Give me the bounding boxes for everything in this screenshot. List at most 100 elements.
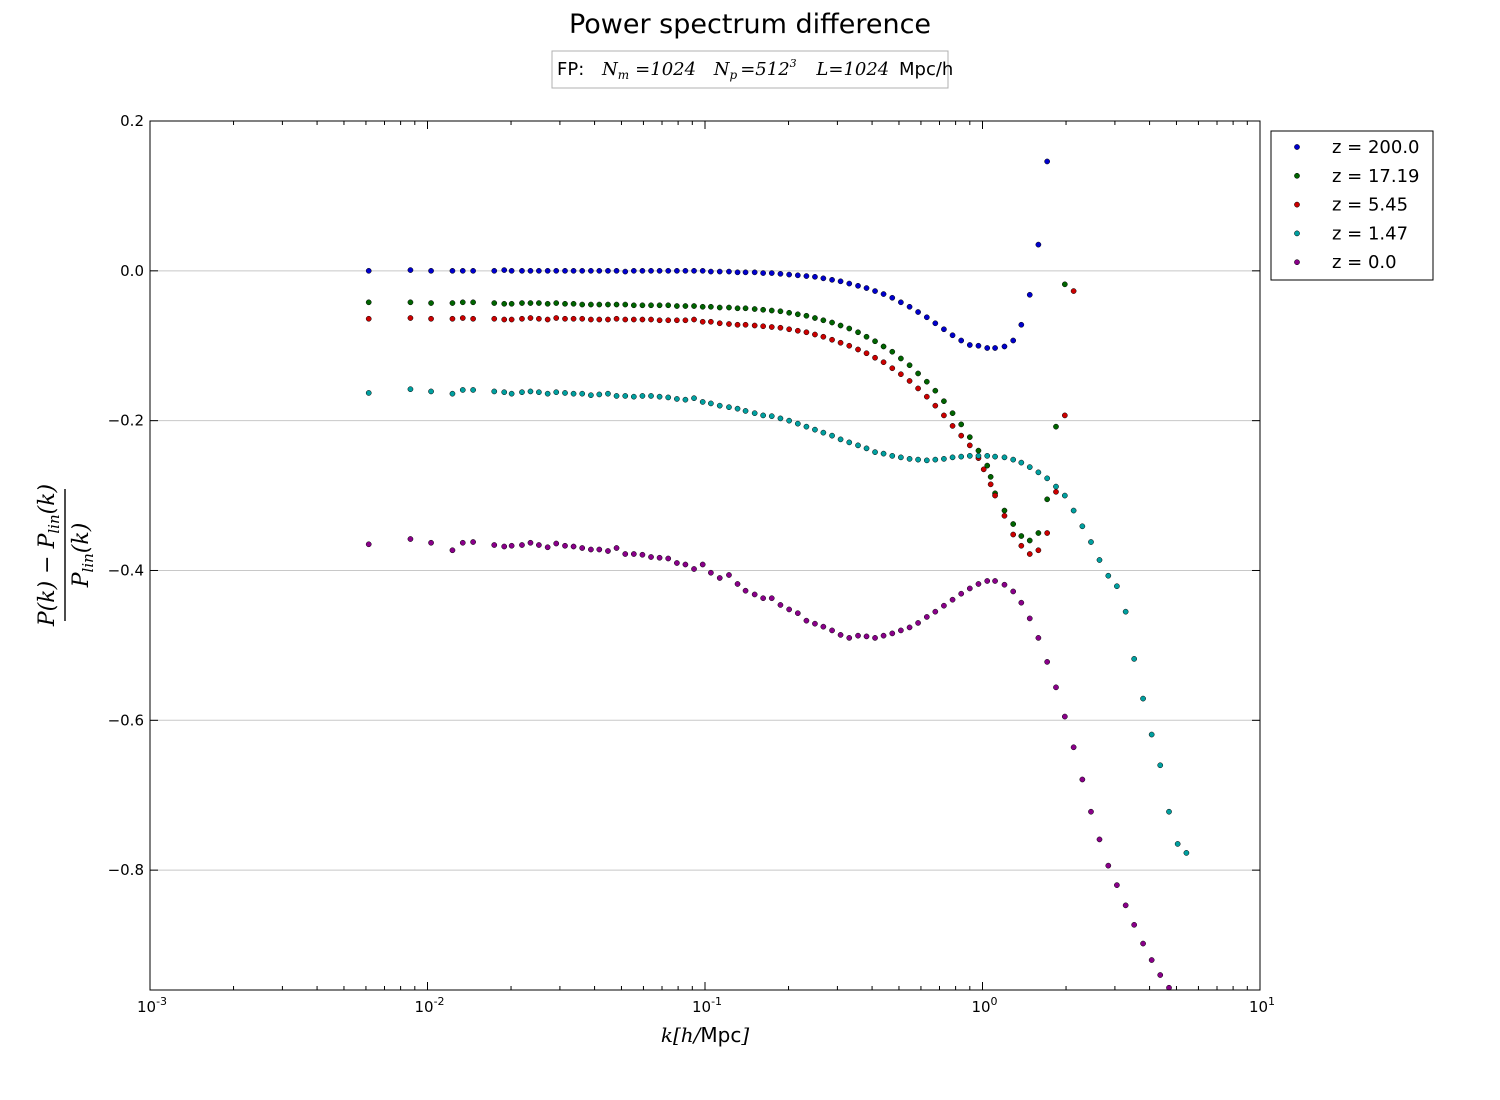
data-point: [846, 439, 853, 446]
data-point: [491, 300, 498, 306]
data-point: [365, 299, 372, 306]
data-point: [639, 302, 646, 309]
data-point: [1070, 744, 1077, 751]
data-point: [1148, 731, 1155, 738]
data-point: [553, 267, 560, 274]
data-point: [923, 457, 930, 464]
data-point: [1061, 492, 1068, 499]
data-point: [726, 404, 732, 411]
data-point: [519, 267, 525, 274]
data-point: [812, 273, 818, 280]
data-point: [682, 267, 689, 274]
data-point: [1010, 521, 1017, 527]
x-tick-labels: 10-3 10-2 10-1 100 101: [137, 995, 1275, 1016]
data-point: [1026, 537, 1033, 544]
data-point: [682, 317, 689, 324]
data-point: [829, 319, 835, 326]
data-point: [544, 267, 551, 274]
data-point: [656, 317, 663, 324]
data-point: [786, 309, 792, 316]
data-point: [1035, 547, 1042, 554]
data-point: [794, 420, 801, 427]
data-point: [915, 370, 921, 377]
x-tick-label: 100: [971, 995, 997, 1016]
data-point: [605, 301, 611, 308]
data-point: [906, 362, 913, 369]
y-tick-label: 0.2: [120, 112, 144, 130]
data-point: [880, 343, 887, 350]
plot-frame: [149, 120, 1261, 991]
legend-label: z = 17.19: [1332, 166, 1420, 187]
data-point: [1166, 808, 1172, 815]
data-point: [449, 315, 456, 322]
data-point: [872, 288, 878, 294]
data-point: [889, 348, 896, 355]
data-point: [699, 267, 706, 274]
data-point: [605, 548, 611, 554]
data-point: [553, 315, 560, 321]
data-point: [699, 561, 706, 568]
data-point: [716, 402, 723, 409]
data-point: [1122, 902, 1129, 909]
data-point: [622, 393, 629, 399]
data-point: [588, 301, 594, 308]
data-point: [596, 316, 603, 323]
data-point: [527, 267, 534, 274]
data-point: [491, 388, 498, 395]
data-point: [570, 267, 577, 274]
data-point: [1026, 615, 1033, 622]
data-point: [519, 300, 525, 306]
data-point: [1018, 459, 1025, 466]
data-point: [923, 378, 930, 385]
data-point: [949, 596, 956, 603]
data-point: [992, 492, 998, 499]
data-point: [880, 359, 887, 366]
data-point: [872, 635, 878, 641]
data-point: [596, 546, 603, 553]
data-point: [803, 423, 810, 430]
data-point: [459, 315, 466, 321]
data-point: [570, 315, 577, 322]
data-point: [889, 453, 896, 459]
data-point: [941, 602, 947, 609]
data-point: [588, 392, 594, 399]
data-point: [984, 578, 991, 584]
data-point: [906, 303, 913, 310]
data-point: [1035, 530, 1042, 536]
data-point: [820, 333, 827, 340]
data-point: [812, 620, 818, 627]
data-point: [1148, 957, 1155, 963]
data-point: [579, 545, 586, 551]
data-point: [527, 539, 534, 546]
data-point: [665, 317, 672, 324]
data-point: [562, 390, 568, 396]
data-point: [898, 299, 904, 306]
data-point: [1001, 581, 1008, 588]
chart-title: Power spectrum difference: [569, 9, 931, 40]
data-point: [932, 608, 939, 615]
data-point: [915, 620, 921, 626]
data-point: [1053, 684, 1059, 691]
data-point: [906, 456, 913, 462]
data-point: [562, 267, 568, 274]
data-point: [1044, 158, 1051, 165]
data-point: [1001, 507, 1008, 514]
data-point: [1096, 557, 1103, 563]
data-point: [501, 389, 508, 396]
data-point: [966, 453, 973, 459]
data-point: [1105, 862, 1112, 869]
data-point: [898, 627, 904, 634]
data-point: [760, 323, 766, 330]
data-point: [837, 278, 844, 285]
data-point: [1053, 483, 1059, 490]
data-point: [491, 542, 498, 548]
data-point: [588, 267, 594, 274]
data-point: [915, 309, 921, 315]
data-point: [449, 390, 456, 397]
data-point: [579, 301, 586, 308]
data-point: [501, 543, 508, 550]
data-point: [941, 326, 947, 333]
data-point: [932, 387, 939, 394]
data-point: [855, 282, 861, 289]
